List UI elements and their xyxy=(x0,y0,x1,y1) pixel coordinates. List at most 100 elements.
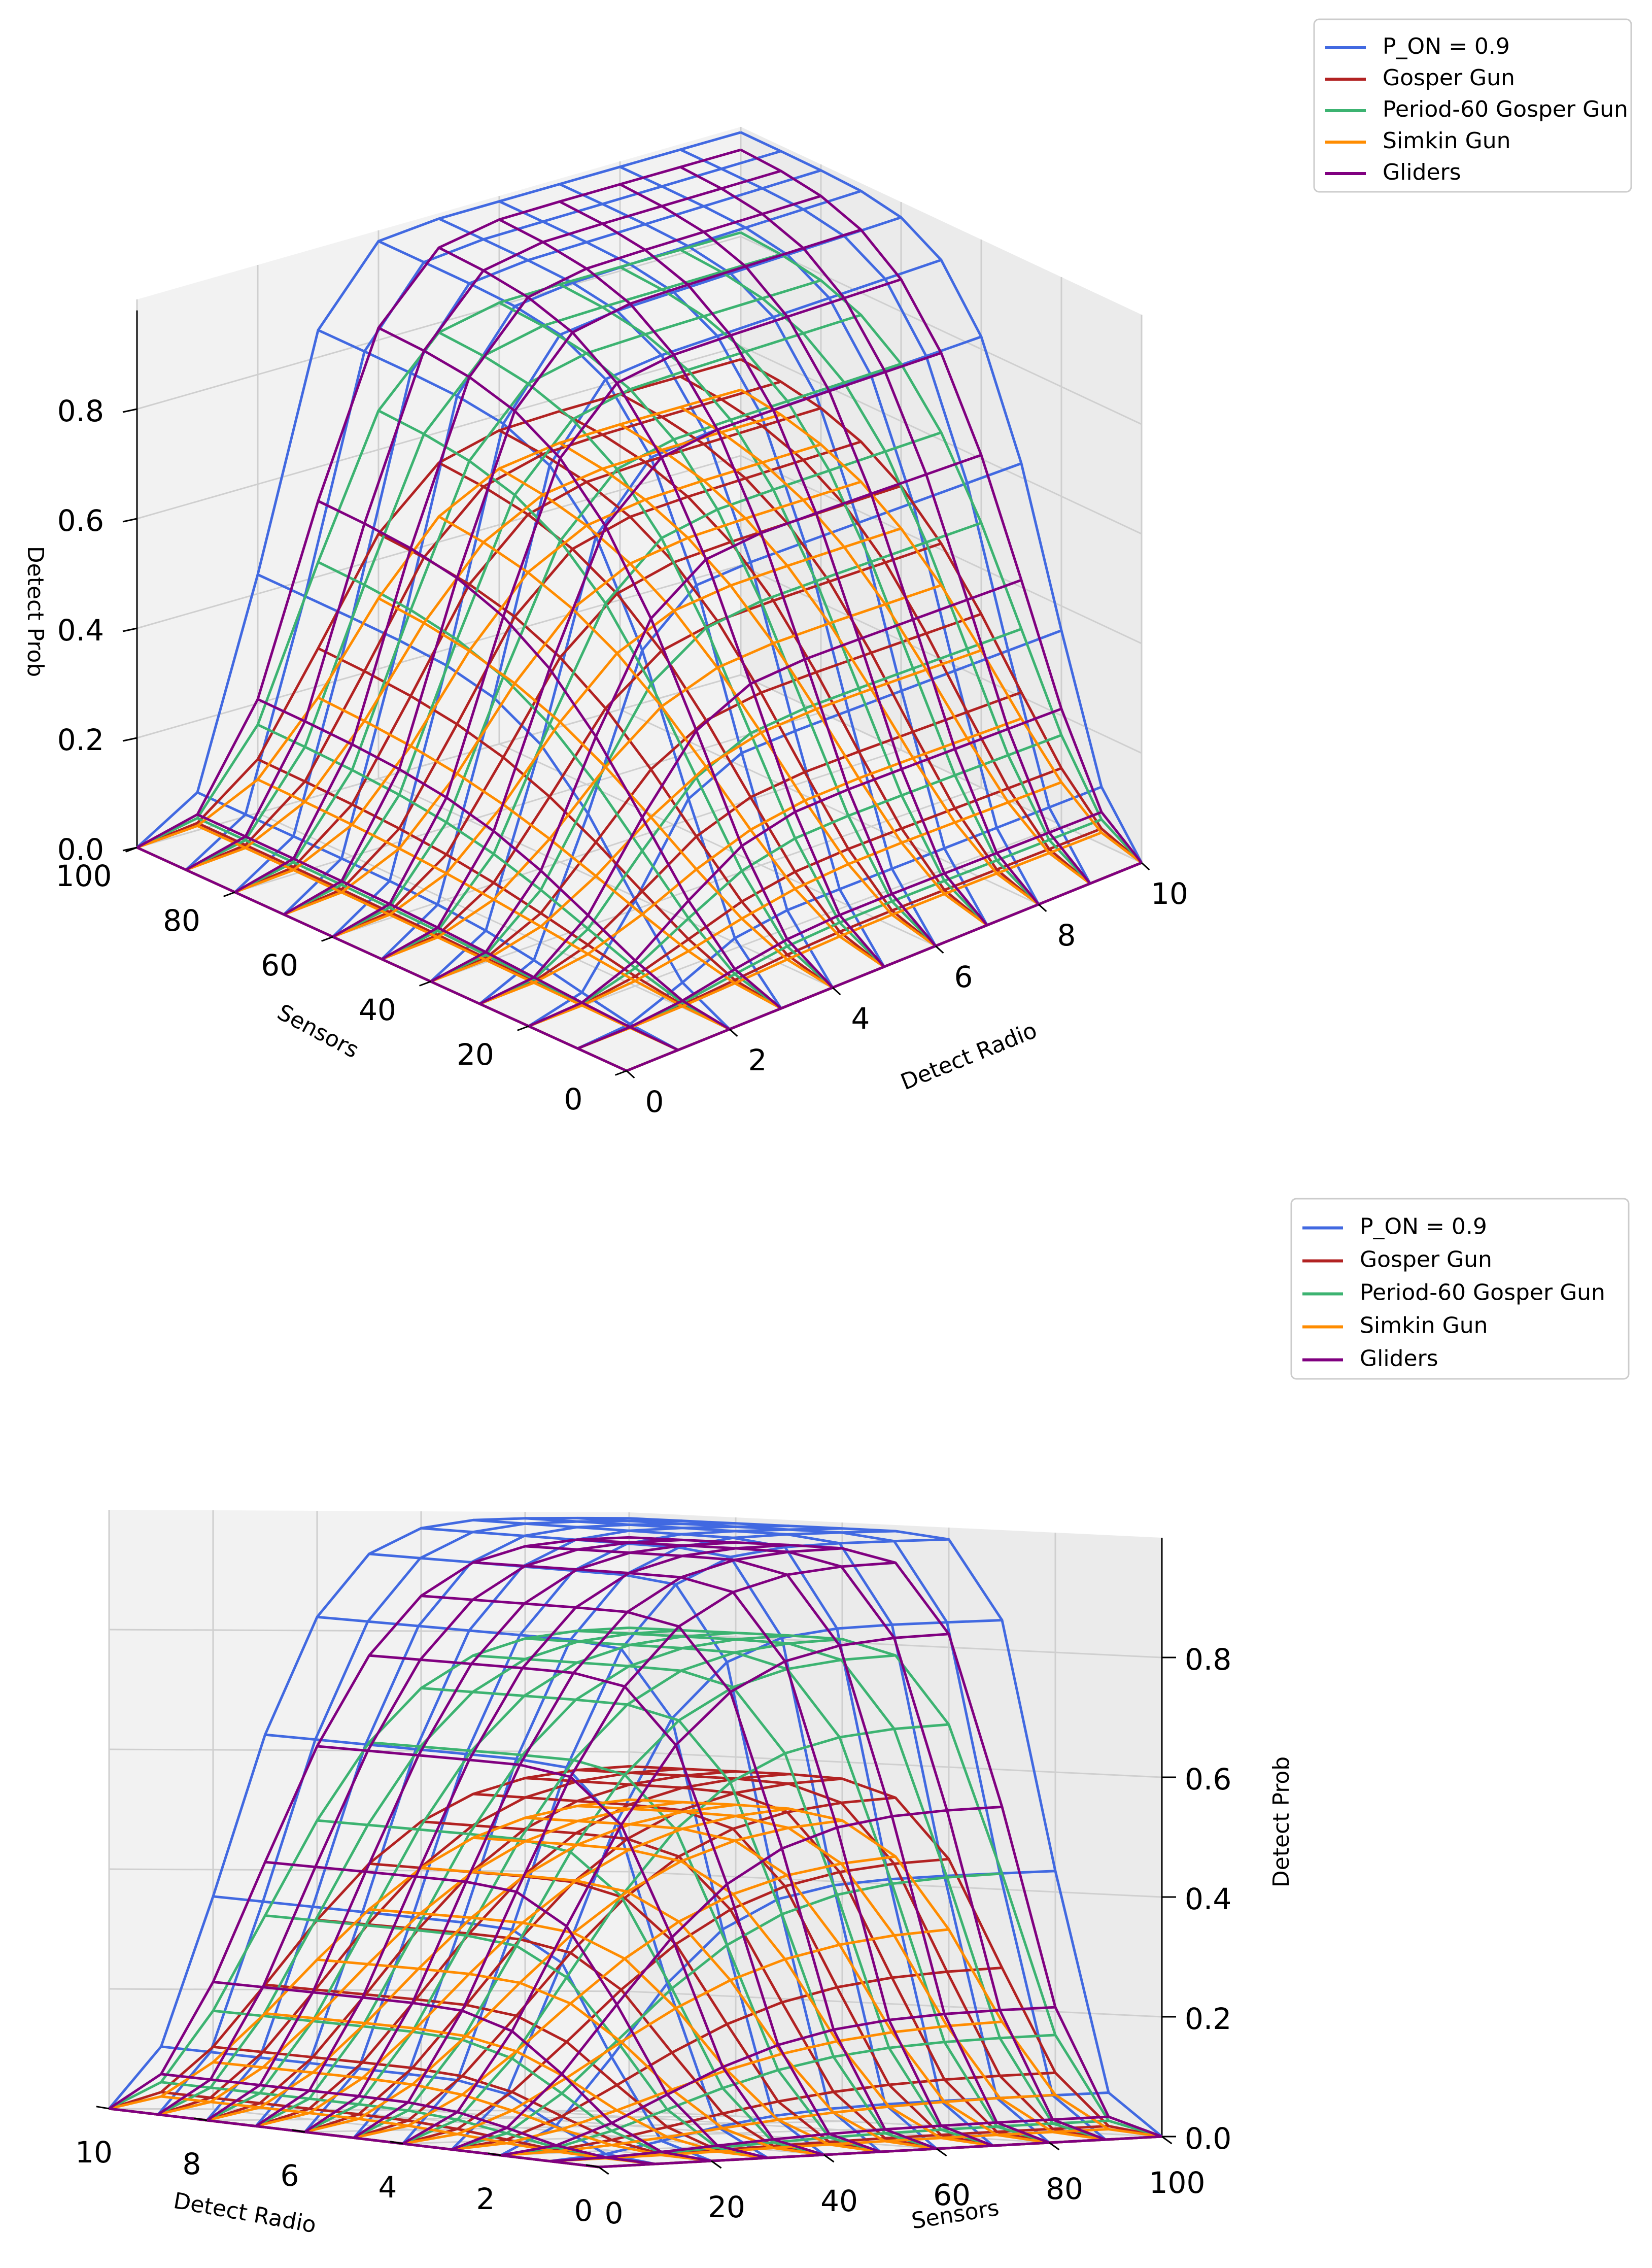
wire-y-line xyxy=(381,542,942,961)
y-tick-mark xyxy=(615,1070,627,1076)
wire-y-line xyxy=(421,1527,938,2150)
wire-y-line xyxy=(430,649,982,983)
y-tick-mark xyxy=(598,2166,609,2175)
x-axis-label: Detect Radio xyxy=(897,1018,1041,1096)
grid-z-wall-b xyxy=(109,2108,630,2112)
wire-y-line xyxy=(381,258,942,960)
legend-label: P_ON = 0.9 xyxy=(1383,33,1510,59)
wire-y-line xyxy=(479,691,1022,1005)
legend-label: Gosper Gun xyxy=(1360,1247,1492,1273)
grid-z-wall-b xyxy=(740,235,1142,425)
y-tick-mark xyxy=(517,1025,529,1031)
wire-y-line xyxy=(185,170,781,871)
wire-y-line xyxy=(317,1958,824,2156)
y-tick-mark xyxy=(321,936,333,942)
wire-y-line xyxy=(136,131,741,849)
wire-y-line xyxy=(213,1895,712,2162)
wire-y-line xyxy=(577,810,1102,1050)
wire-y-line xyxy=(185,380,781,871)
wire-y-line xyxy=(421,1820,937,2150)
wire-y-line xyxy=(265,1914,768,2159)
wire-y-line xyxy=(525,1777,1050,2144)
wire-y-line xyxy=(161,2045,656,2165)
y-tick-mark xyxy=(711,2160,722,2169)
y-tick-label: 100 xyxy=(1149,2165,1206,2200)
wire-y-line xyxy=(577,818,1102,1050)
wire-y-line xyxy=(369,1741,881,2153)
grid-z-wall-a xyxy=(136,345,741,520)
wire-y-line xyxy=(473,1561,993,2147)
wire-y-line xyxy=(430,454,982,983)
wire-y-line xyxy=(473,1518,994,2147)
grid-y-floor xyxy=(430,787,982,983)
wire-y-line xyxy=(430,522,982,983)
x-tick-mark xyxy=(96,2106,110,2110)
grid-y-floor xyxy=(332,749,902,938)
wire-y-line xyxy=(234,443,821,894)
grid-z-wall-a xyxy=(136,235,741,410)
y-tick-label: 100 xyxy=(56,859,112,893)
grid-z-wall-b xyxy=(740,455,1142,645)
z-tick-mark xyxy=(122,627,137,632)
grid-z-wall-a xyxy=(629,1990,1162,2018)
x-tick-mark xyxy=(488,2152,501,2156)
y-tick-mark xyxy=(1049,2142,1060,2151)
wire-y-line xyxy=(213,2045,712,2162)
y-tick-label: 60 xyxy=(933,2178,971,2212)
wireframe-0 xyxy=(136,131,1143,1072)
wire-y-line xyxy=(265,1860,768,2159)
wire-y-line xyxy=(317,1745,824,2156)
wireframe-2 xyxy=(136,231,1143,1072)
x-tick-mark xyxy=(1141,862,1150,871)
wire-y-line xyxy=(332,362,902,938)
y-tick-label: 0 xyxy=(564,1082,583,1116)
x-tick-label: 10 xyxy=(75,2135,113,2170)
wire-y-line xyxy=(629,1517,1163,2138)
x-tick-mark xyxy=(586,2164,599,2168)
x-tick-mark xyxy=(1038,903,1047,912)
wire-y-line xyxy=(213,1980,712,2162)
x-tick-mark xyxy=(292,2129,305,2133)
wire-y-line xyxy=(577,1516,1107,2141)
x-tick-label: 8 xyxy=(183,2147,201,2181)
y-tick-label: 20 xyxy=(708,2190,745,2224)
wire-y-line xyxy=(265,1733,769,2159)
chart-top-legend: P_ON = 0.9 Gosper Gun Period-60 Gosper Gun… xyxy=(1313,18,1632,193)
y-tick-label: 60 xyxy=(261,948,298,983)
wire-y-line xyxy=(234,279,821,894)
x-tick-label: 4 xyxy=(851,1001,870,1036)
wireframe-4 xyxy=(136,148,1143,1072)
chart-bottom-wireframes xyxy=(108,1516,1163,2169)
wire-y-line xyxy=(577,1538,1106,2141)
y-tick-label: 40 xyxy=(359,993,396,1027)
grid-x-floor xyxy=(257,812,730,1030)
grid-z-wall-b xyxy=(109,1868,630,1873)
wire-y-line xyxy=(626,861,1142,1072)
z-tick-label: 0.2 xyxy=(1185,2002,1231,2036)
z-tick-label: 0.6 xyxy=(57,503,104,538)
z-tick-label: 0.8 xyxy=(57,394,104,428)
z-tick-label: 0.8 xyxy=(1185,1642,1231,1677)
grid-z-wall-a xyxy=(629,1751,1162,1778)
wire-y-line xyxy=(528,734,1062,1028)
wire-y-line xyxy=(109,2107,599,2169)
wire-y-line xyxy=(430,335,982,983)
wire-y-line xyxy=(161,2081,656,2165)
wire-y-line xyxy=(317,1819,824,2156)
wire-y-line xyxy=(525,1545,1050,2144)
legend-label: Simkin Gun xyxy=(1383,128,1510,154)
wire-y-line xyxy=(528,707,1062,1028)
z-tick-mark xyxy=(122,518,137,523)
x-tick-mark xyxy=(626,1070,635,1079)
back-pane-a xyxy=(137,127,741,848)
wire-y-line xyxy=(577,1769,1106,2141)
x-axis-label: Detect Radio xyxy=(171,2188,318,2239)
x-tick-mark xyxy=(935,945,944,954)
z-tick-label: 0.4 xyxy=(1185,1882,1231,1916)
wire-y-line xyxy=(234,407,821,894)
wire-y-line xyxy=(577,1629,1106,2141)
wire-y-line xyxy=(136,148,741,849)
wire-y-line xyxy=(283,314,862,916)
x-tick-label: 6 xyxy=(954,960,973,994)
